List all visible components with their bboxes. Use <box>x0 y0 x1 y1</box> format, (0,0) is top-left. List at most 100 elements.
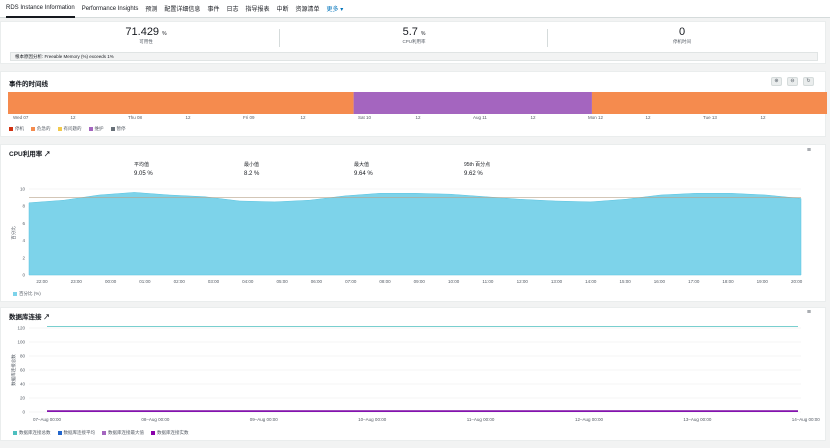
legend-label: 危急的 <box>37 126 51 131</box>
timeline-segment <box>353 92 592 114</box>
x-tick-label: 15:00 <box>619 279 631 284</box>
legend-swatch <box>31 127 35 131</box>
kpi-availability: 71.429 % 可用性 <box>11 26 281 45</box>
tab-logs[interactable]: 日志 <box>226 7 239 13</box>
x-tick-label: 09–Aug 00:00 <box>250 417 279 422</box>
legend-item-paused: 暂停 <box>110 126 126 132</box>
kpi-downtime: 0 停机时间 <box>547 26 817 45</box>
kpi-cpu: 5.7 % CPU利用率 <box>279 26 549 45</box>
x-tick-label: 12–Aug 00:00 <box>575 417 604 422</box>
timeline-tick: 12 <box>300 115 306 120</box>
legend-swatch <box>102 431 106 435</box>
tab-outage[interactable]: 中断 <box>276 7 289 13</box>
timeline-tick: 12 <box>760 115 766 120</box>
y-tick-label: 8 <box>22 204 25 209</box>
x-tick-label: 06:00 <box>311 279 323 284</box>
legend-label: 数据库连接总数 <box>19 430 51 435</box>
legend-swatch <box>57 127 62 131</box>
legend-swatch <box>9 127 13 131</box>
tab-config-details[interactable]: 配置详细信息 <box>164 7 201 13</box>
kpi-downtime-label: 停机时间 <box>673 39 691 44</box>
x-tick-label: 01:00 <box>139 279 151 284</box>
y-tick-label: 40 <box>20 382 26 387</box>
x-tick-label: 08–Aug 00:00 <box>141 417 170 422</box>
tab-rds-instance-information[interactable]: RDS Instance Information <box>6 0 75 18</box>
zoom-reset-button[interactable]: ↻ <box>803 77 814 86</box>
x-tick-label: 12:00 <box>517 279 529 284</box>
kpi-cpu-value: 5.7 <box>402 26 418 38</box>
kpi-availability-unit: % <box>162 31 167 37</box>
x-tick-label: 07–Aug 00:00 <box>33 417 62 422</box>
y-tick-label: 0 <box>22 410 25 415</box>
stat-average: 平均值 9.05 % <box>134 161 153 177</box>
cpu-title: CPU利用率 ↗ <box>9 148 51 158</box>
db-connections-panel: 数据库连接 ↗ ≡ 0 20 40 60 80 100 120 数据库连接总数 07–Aug 0… <box>0 307 826 441</box>
zoom-out-button[interactable]: ⊖ <box>787 77 798 86</box>
stat-label: 平均值 <box>134 162 150 168</box>
tab-more[interactable]: 更多 ▾ <box>327 0 344 18</box>
chevron-down-icon: ▾ <box>340 7 344 13</box>
x-tick-label: 00:00 <box>105 279 117 284</box>
external-link-icon[interactable]: ↗ <box>44 151 51 158</box>
kpi-panel: 71.429 % 可用性 5.7 % CPU利用率 0 停机时间 根本原因分析:… <box>0 21 826 64</box>
legend-item-average: 数据库连接平均 <box>57 430 96 436</box>
zoom-in-button[interactable]: ⊕ <box>771 77 782 86</box>
menu-icon[interactable]: ≡ <box>806 309 811 316</box>
y-tick-label: 10 <box>20 187 26 192</box>
y-tick-label: 0 <box>22 273 25 278</box>
menu-icon[interactable]: ≡ <box>806 147 811 154</box>
x-tick-label: 02:00 <box>174 279 186 284</box>
x-tick-label: 16:00 <box>654 279 666 284</box>
legend-item-maintenance: 维护 <box>88 126 104 132</box>
tab-guidance-report[interactable]: 指导报表 <box>245 7 270 13</box>
x-tick-label: 08:00 <box>379 279 391 284</box>
y-tick-label: 120 <box>17 326 25 331</box>
kpi-availability-label: 可用性 <box>139 39 153 44</box>
kpi-divider <box>279 29 280 47</box>
stat-label: 最小值 <box>244 162 260 168</box>
tab-forecast[interactable]: 预测 <box>145 7 158 13</box>
zoom-out-icon: ⊖ <box>790 78 795 84</box>
legend-swatch <box>57 431 62 435</box>
kpi-availability-value: 71.429 <box>125 26 160 38</box>
cpu-chart: 0 2 4 6 8 10 百分比 22:00 23:00 00:00 01:00 02:00 03:00… <box>10 187 803 285</box>
tab-resource-list[interactable]: 资源清单 <box>295 7 320 13</box>
legend-swatch <box>88 127 93 131</box>
timeline-segment <box>8 92 354 114</box>
stat-value: 9.05 % <box>134 171 153 177</box>
legend-item-percent: 百分比 (%) <box>13 291 41 297</box>
db-legend: 数据库连接总数 数据库连接平均 数据库连接最大值 数据库连接实数 <box>13 430 196 436</box>
db-title-text: 数据库连接 <box>9 314 42 321</box>
kpi-divider <box>547 29 548 47</box>
x-tick-label: 13:00 <box>551 279 563 284</box>
events-legend: 停机 危急的 有问题的 维护 暂停 <box>9 126 133 132</box>
x-tick-label: 18:00 <box>722 279 734 284</box>
y-tick-label: 100 <box>17 340 25 345</box>
x-tick-label: 03:00 <box>208 279 220 284</box>
zoom-in-icon: ⊕ <box>774 78 779 84</box>
legend-label: 数据库连接平均 <box>63 430 96 435</box>
events-timeline-panel: 事件的时间线 ⊕ ⊖ ↻ Wed 07 12 Thu 08 12 Fri 09 12 Sat… <box>0 71 827 137</box>
stat-value: 9.62 % <box>464 171 483 177</box>
timeline-tick: 12 <box>70 115 76 120</box>
tab-events[interactable]: 事件 <box>207 7 220 13</box>
y-axis-label: 数据库连接总数 <box>10 354 17 386</box>
legend-label: 数据库连接最大值 <box>108 430 144 435</box>
x-tick-label: 23:00 <box>71 279 83 284</box>
x-tick-label: 04:00 <box>242 279 254 284</box>
x-tick-label: 17:00 <box>688 279 700 284</box>
timeline-tick: 12 <box>645 115 651 120</box>
x-tick-label: 07:00 <box>345 279 357 284</box>
x-tick-label: 05:00 <box>276 279 288 284</box>
events-title: 事件的时间线 <box>9 81 48 88</box>
stat-p95: 95th 百分点 9.62 % <box>464 161 490 177</box>
timeline-tick: 12 <box>530 115 536 120</box>
legend-label: 百分比 (%) <box>19 291 41 296</box>
tab-performance-insights[interactable]: Performance Insights <box>81 5 139 12</box>
external-link-icon[interactable]: ↗ <box>43 314 50 321</box>
legend-swatch <box>13 292 17 296</box>
y-tick-label: 2 <box>22 255 25 260</box>
x-tick-label: 22:00 <box>36 279 48 284</box>
legend-item-outage: 停机 <box>9 126 24 132</box>
kpi-cpu-unit: % <box>420 31 426 37</box>
